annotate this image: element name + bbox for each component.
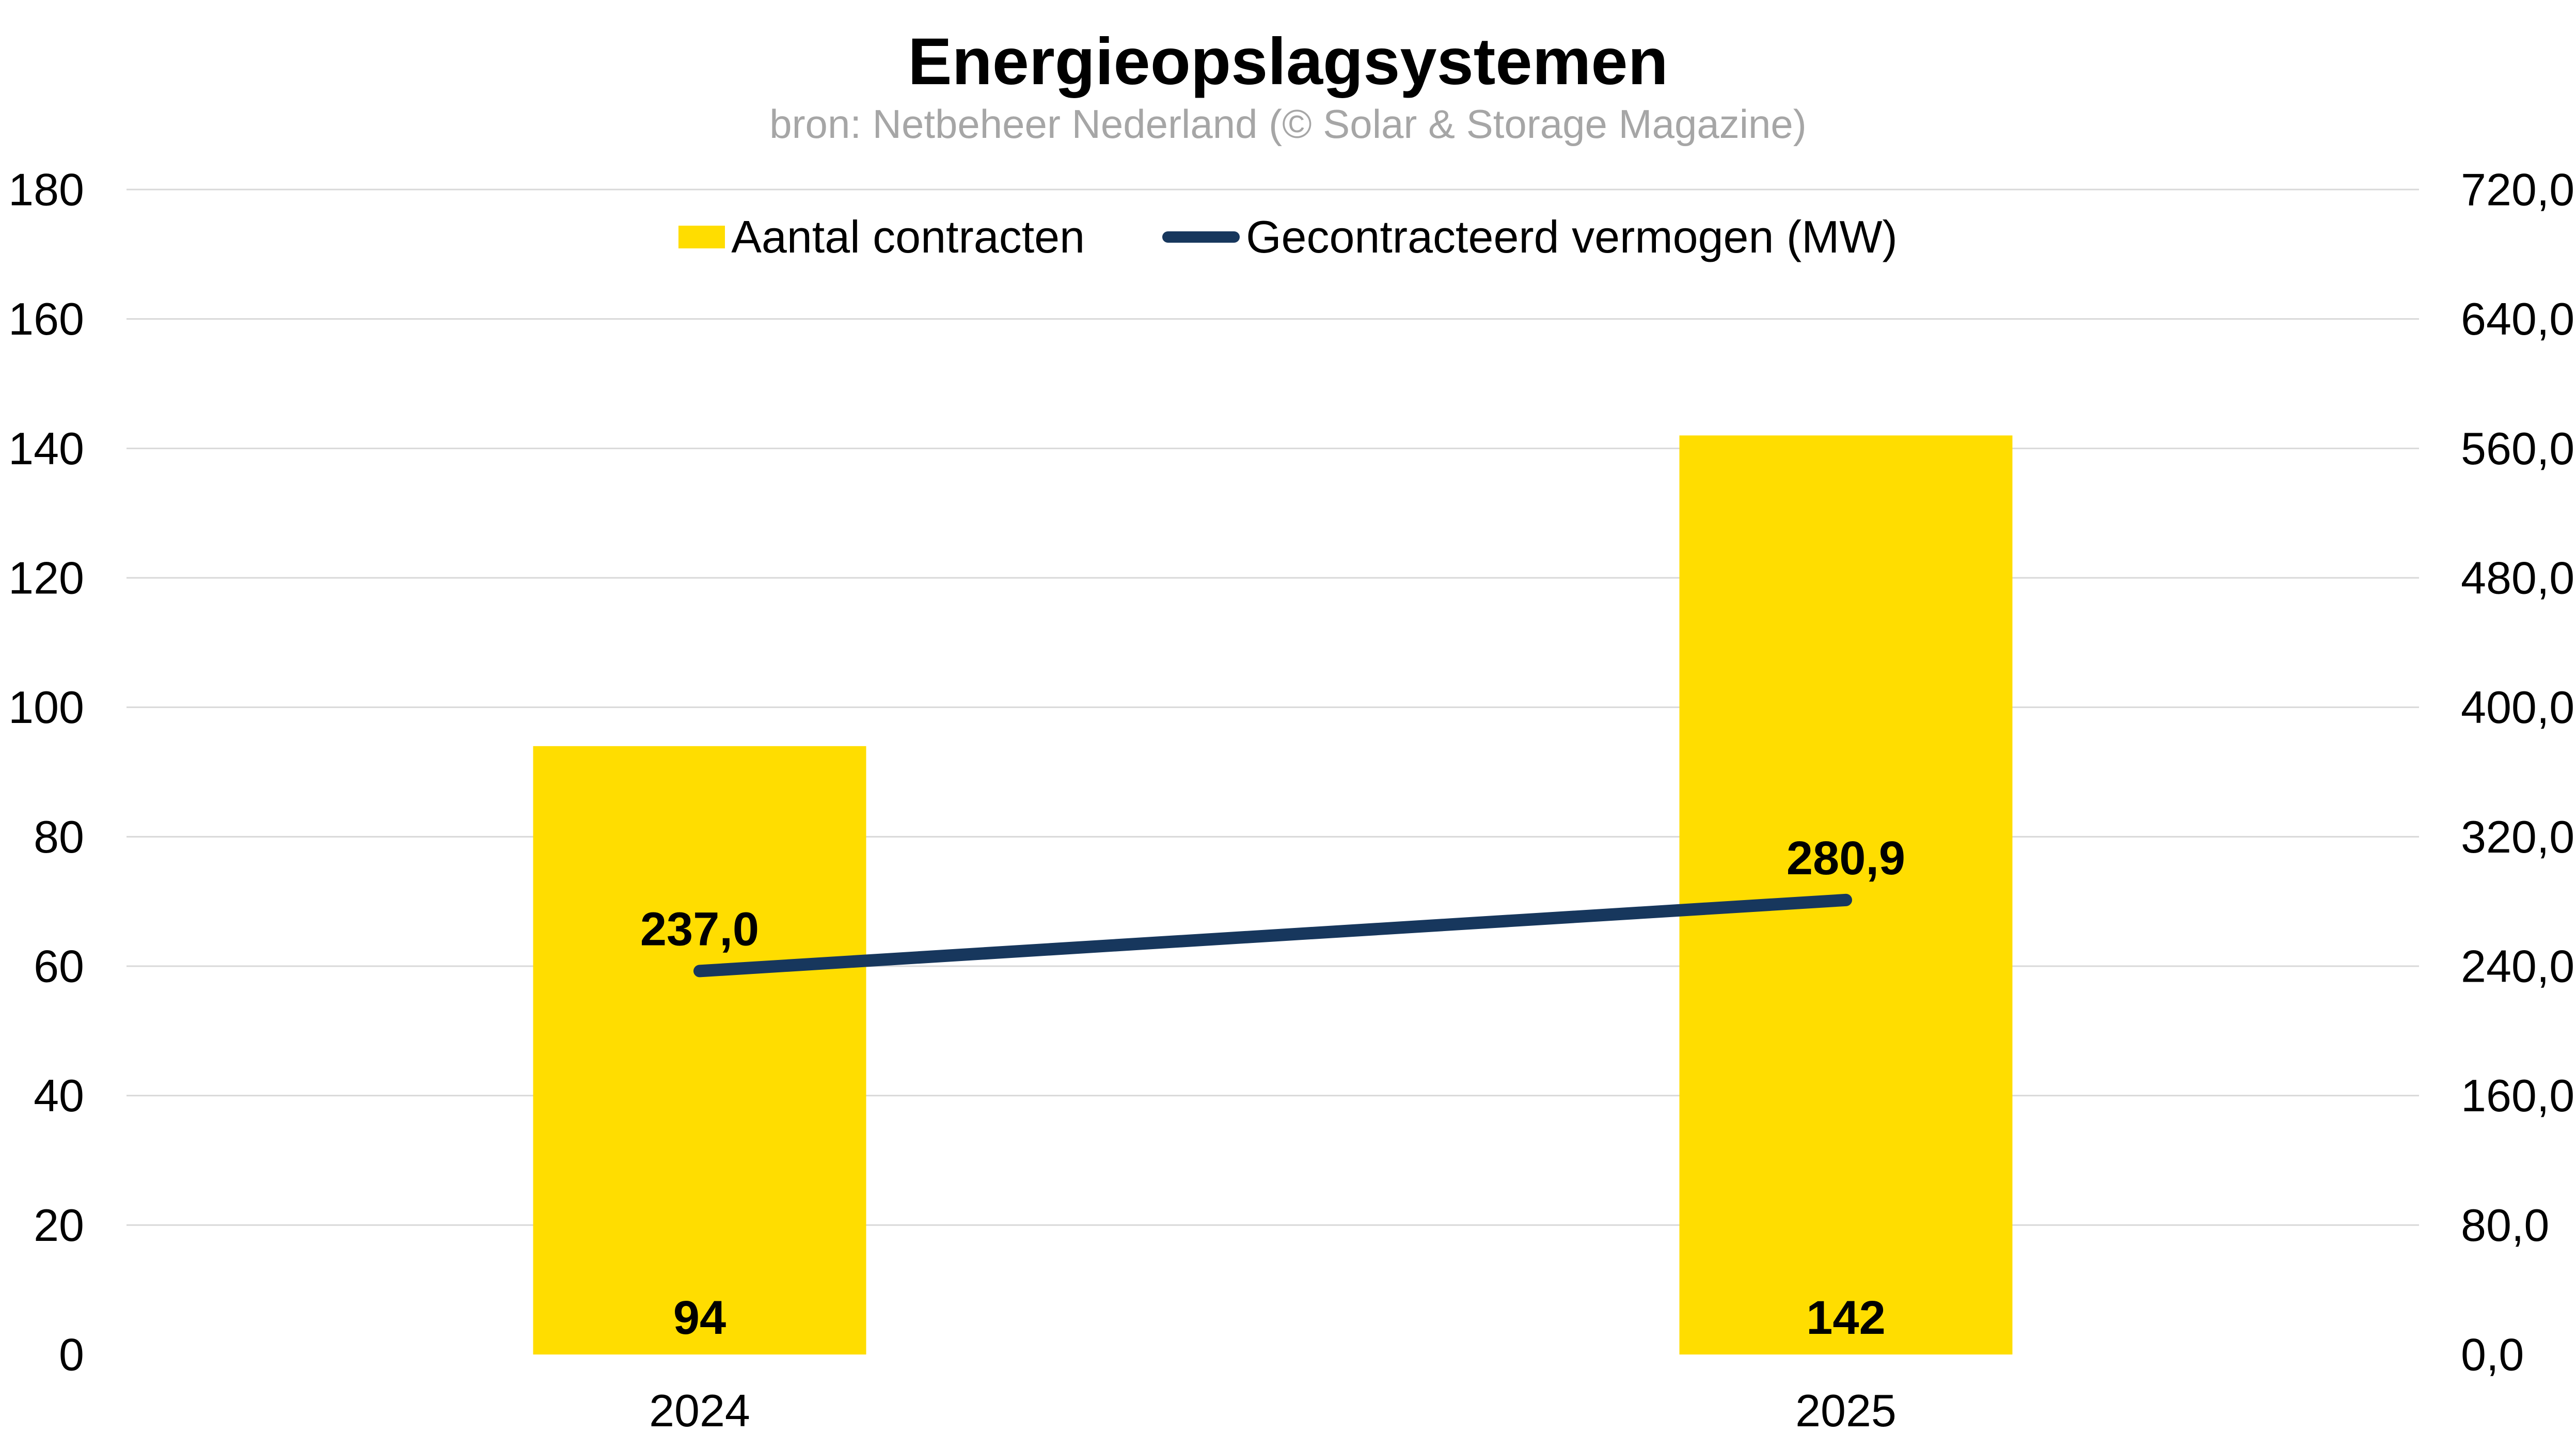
legend-label-line-series: Gecontracteerd vermogen (MW) bbox=[1246, 211, 1898, 262]
left-axis-tick-label: 160 bbox=[8, 293, 84, 344]
chart-subtitle: bron: Netbeheer Nederland (© Solar & Sto… bbox=[769, 101, 1807, 147]
x-axis-label: 2025 bbox=[1795, 1385, 1897, 1436]
right-axis-tick-label: 160,0 bbox=[2461, 1070, 2574, 1121]
right-axis-tick-label: 560,0 bbox=[2461, 423, 2574, 474]
left-axis-tick-label: 80 bbox=[34, 811, 84, 862]
bar-value-label: 94 bbox=[673, 1292, 726, 1344]
left-axis-tick-label: 180 bbox=[8, 164, 84, 215]
right-axis-tick-label: 480,0 bbox=[2461, 553, 2574, 604]
left-axis-tick-label: 60 bbox=[34, 941, 84, 992]
left-axis-tick-label: 140 bbox=[8, 423, 84, 474]
bar-value-label: 142 bbox=[1806, 1292, 1886, 1344]
bar-2024 bbox=[533, 746, 866, 1354]
right-axis-tick-label: 720,0 bbox=[2461, 164, 2574, 215]
right-axis-tick-label: 0,0 bbox=[2461, 1329, 2524, 1380]
legend-label-bar-series: Aantal contracten bbox=[731, 211, 1085, 262]
left-axis-tick-label: 120 bbox=[8, 553, 84, 604]
left-axis-tick-label: 40 bbox=[34, 1070, 84, 1121]
legend: Aantal contracten Gecontracteerd vermoge… bbox=[0, 214, 2576, 260]
chart-title: Energieopslagsystemen bbox=[908, 25, 1668, 99]
legend-item-line-series: Gecontracteerd vermogen (MW) bbox=[1162, 214, 1898, 260]
line-value-label: 280,9 bbox=[1787, 832, 1905, 885]
right-axis-tick-label: 240,0 bbox=[2461, 941, 2574, 992]
line-value-label: 237,0 bbox=[640, 903, 759, 955]
line-series-swatch-icon bbox=[1162, 231, 1240, 243]
right-axis-tick-label: 400,0 bbox=[2461, 682, 2574, 733]
right-axis-tick-label: 640,0 bbox=[2461, 293, 2574, 344]
legend-item-bar-series: Aantal contracten bbox=[678, 214, 1085, 260]
trend-line bbox=[693, 893, 1852, 978]
x-axis-label: 2024 bbox=[649, 1385, 750, 1436]
left-axis-tick-label: 100 bbox=[8, 682, 84, 733]
left-axis-tick-label: 20 bbox=[34, 1200, 84, 1251]
bar-series-swatch-icon bbox=[678, 226, 725, 248]
right-axis-tick-label: 80,0 bbox=[2461, 1200, 2549, 1251]
left-axis-tick-label: 0 bbox=[59, 1329, 84, 1380]
right-axis-tick-label: 320,0 bbox=[2461, 811, 2574, 862]
